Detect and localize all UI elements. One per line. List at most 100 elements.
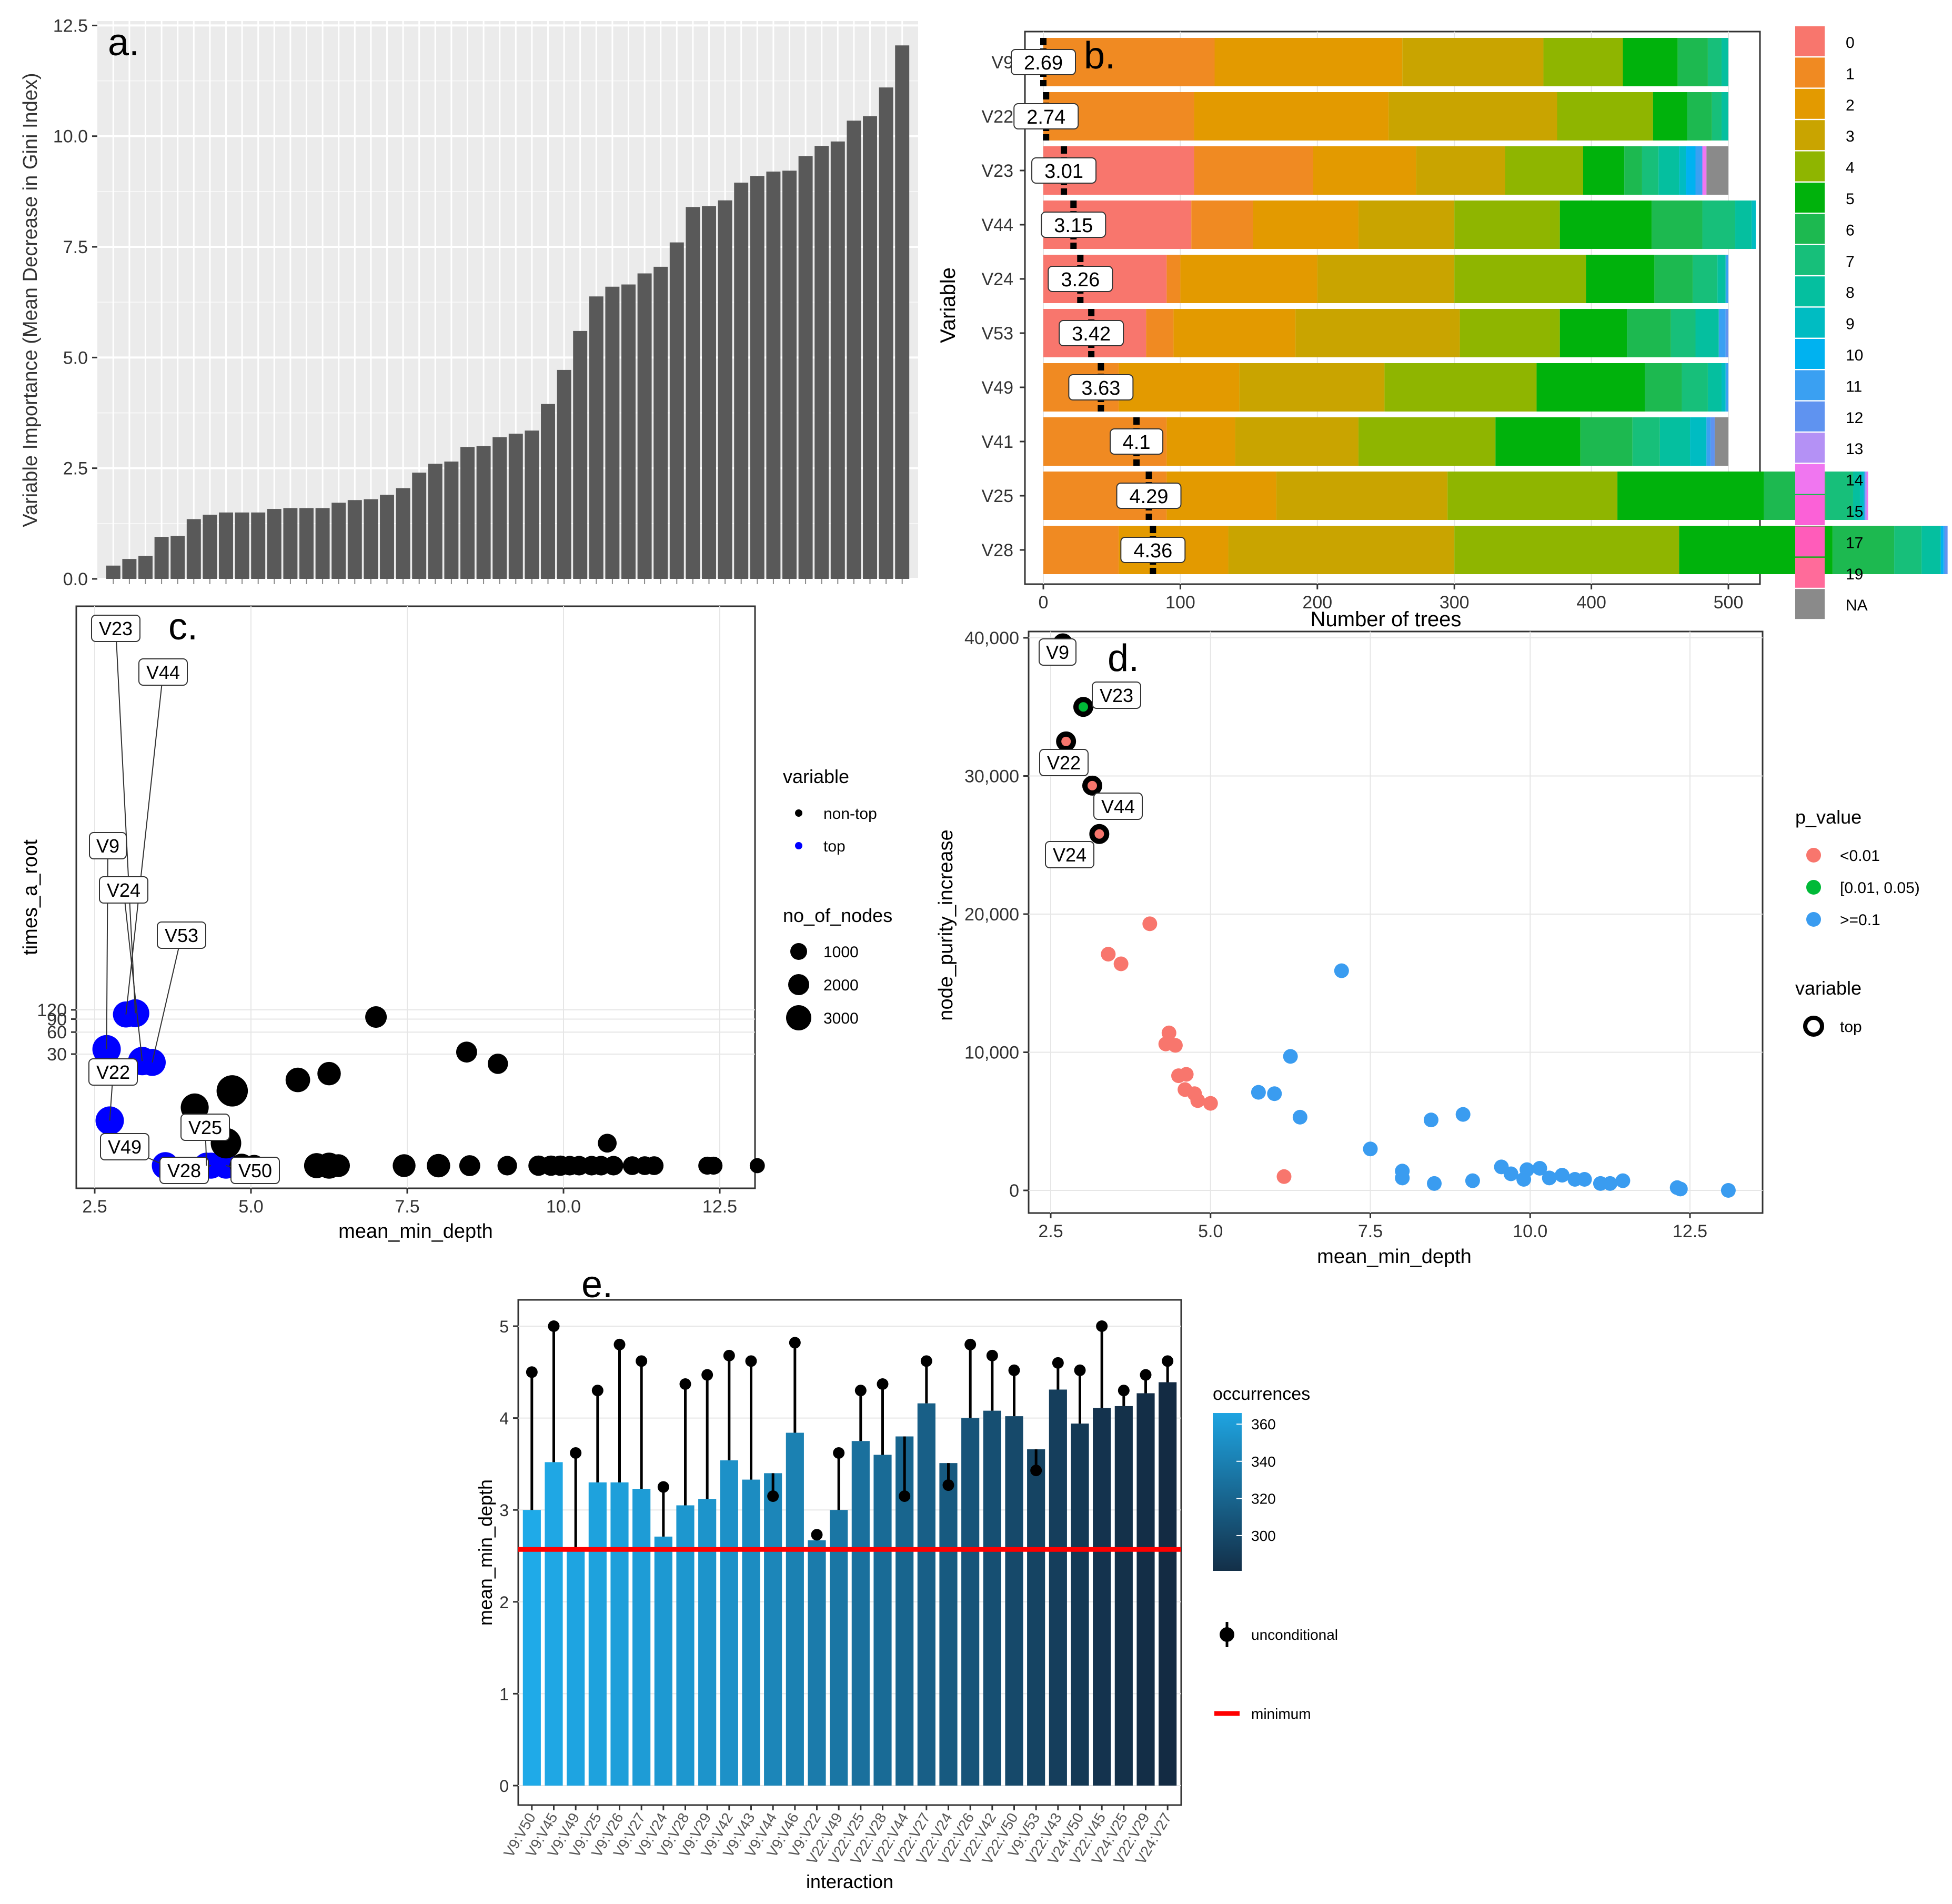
point-label: V44 <box>1101 796 1135 817</box>
y-axis-label: Variable Importance (Mean Decrease in Gi… <box>19 73 42 527</box>
scatter-point <box>456 1041 477 1063</box>
legend-label: top <box>1840 1018 1862 1036</box>
point-label: V9 <box>96 835 119 857</box>
panel-e-label: e. <box>581 1264 613 1306</box>
bar <box>573 330 588 579</box>
label-leader <box>152 935 182 1063</box>
bar <box>1093 1408 1111 1786</box>
legend-key <box>1795 276 1825 307</box>
point-label: V22 <box>96 1061 130 1083</box>
legend-label: 8 <box>1846 284 1855 302</box>
panel-e-bar-chart: 012345V9:V50V9:V45V9:V49V9:V25V9:V26V9:V… <box>475 1299 1338 1892</box>
bar <box>347 500 362 579</box>
unconditional-point <box>877 1378 889 1390</box>
scatter-point <box>1520 1162 1535 1177</box>
legend-label: [0.01, 0.05) <box>1840 879 1920 897</box>
point-label-box <box>99 876 148 904</box>
mean-label-box <box>1116 483 1182 509</box>
bar-segment <box>1543 38 1623 86</box>
legend-label: 1 <box>1846 65 1855 83</box>
unconditional-point <box>811 1529 823 1541</box>
legend-colorbar-label: 340 <box>1251 1454 1276 1470</box>
scatter-point <box>1161 1025 1176 1040</box>
bar-segment <box>1235 417 1359 466</box>
x-tick-label: 300 <box>1440 593 1470 613</box>
bar <box>1114 1406 1133 1786</box>
bar-segment <box>1253 201 1359 249</box>
bar-segment <box>1725 255 1728 303</box>
bar <box>541 404 555 579</box>
legend-key <box>1220 1627 1234 1642</box>
mean-label: 4.1 <box>1123 432 1151 454</box>
mean-label-box <box>1031 157 1097 184</box>
scatter-point <box>1503 1166 1518 1181</box>
scatter-point <box>1720 1183 1736 1198</box>
bar-segment <box>1173 309 1296 357</box>
bar <box>315 508 330 579</box>
bar <box>798 156 813 579</box>
unconditional-point <box>789 1337 801 1349</box>
legend-label: minimum <box>1251 1706 1311 1722</box>
y-tick-label: 0 <box>499 1777 509 1796</box>
y-tick-label: 7.5 <box>63 237 88 257</box>
legend-label: 10 <box>1846 347 1863 364</box>
bar-segment <box>1725 309 1728 357</box>
bar-segment <box>1402 38 1544 86</box>
scatter-point <box>603 1156 623 1176</box>
unconditional-point <box>1162 1355 1174 1367</box>
bar <box>961 1418 980 1786</box>
bar-segment <box>1653 92 1687 141</box>
bar <box>525 430 539 579</box>
bar-segment <box>1166 255 1181 303</box>
legend-key <box>1806 848 1821 863</box>
bar-segment <box>1454 526 1679 574</box>
mean-label-box <box>1110 428 1164 455</box>
legend-key <box>1806 912 1821 927</box>
bar-segment <box>1645 363 1682 412</box>
legend-label: unconditional <box>1251 1627 1338 1643</box>
mean-label-box <box>1120 537 1186 563</box>
bar-segment <box>1416 146 1505 195</box>
bar <box>1136 1393 1155 1786</box>
scatter-point <box>285 1067 310 1093</box>
y-tick-label: 30,000 <box>964 767 1019 787</box>
bar-segment <box>1295 309 1460 357</box>
bar-segment <box>1867 472 1868 520</box>
legend-key <box>1795 495 1825 525</box>
x-tick-label: 7.5 <box>1358 1221 1383 1241</box>
bar-segment <box>1677 38 1708 86</box>
point-label-box <box>1039 749 1089 776</box>
legend-key <box>1795 464 1825 494</box>
panel-d-label: d. <box>1108 637 1139 679</box>
label-leader <box>125 672 164 1015</box>
x-tick-label: 12.5 <box>1673 1221 1707 1241</box>
bar-segment <box>1921 526 1941 574</box>
legend-key <box>1806 880 1821 895</box>
bar-segment <box>1119 363 1240 412</box>
bar <box>396 488 410 579</box>
bar-segment <box>1671 309 1696 357</box>
bar-segment <box>1735 201 1752 249</box>
bar-segment <box>1586 255 1655 303</box>
scatter-point <box>216 1075 248 1107</box>
bar-segment <box>1627 309 1671 357</box>
bar <box>686 207 700 579</box>
bar-segment <box>1721 92 1728 141</box>
unconditional-point <box>723 1349 735 1361</box>
mean-label: 4.29 <box>1130 486 1169 508</box>
bar-segment <box>1712 92 1722 141</box>
bar <box>718 200 732 579</box>
bar <box>1005 1416 1023 1786</box>
legend-key <box>1795 88 1825 119</box>
bar <box>621 284 636 579</box>
legend-colorbar <box>1213 1413 1242 1571</box>
bar <box>782 171 797 579</box>
scatter-point <box>1292 1109 1307 1125</box>
panel-b-label: b. <box>1084 35 1115 77</box>
bar <box>1159 1382 1177 1786</box>
bar-segment <box>1894 526 1922 574</box>
x-tick-label: 2.5 <box>82 1197 107 1217</box>
mean-label: 3.42 <box>1072 323 1111 345</box>
x-tick-label: 500 <box>1714 593 1744 613</box>
